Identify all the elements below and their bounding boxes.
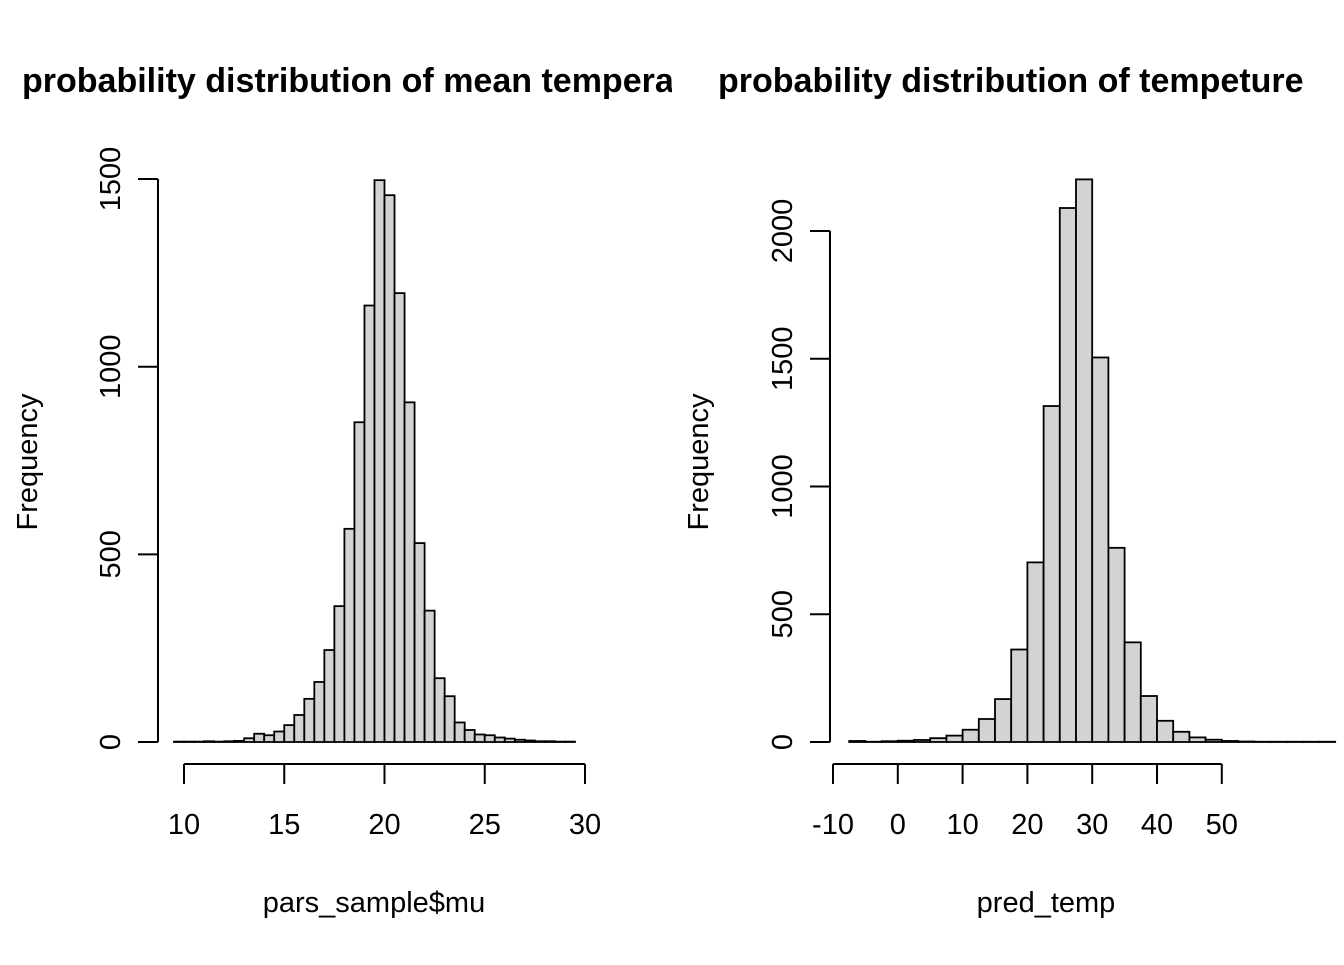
histogram-panel-temperature: probability distribution of tempeture pr… [683, 62, 1335, 919]
histogram-bar [405, 402, 415, 742]
y-tick-label: 2000 [767, 199, 799, 264]
histogram-bar [364, 306, 374, 742]
histogram-bar [324, 650, 334, 742]
histogram-bar [435, 678, 445, 742]
histogram-bar [1108, 548, 1124, 742]
y-tick-label: 1000 [767, 454, 799, 519]
histogram-bar [465, 730, 475, 742]
histogram-bar [525, 740, 535, 742]
x-tick-label: 10 [168, 809, 200, 841]
histogram-bar [849, 741, 865, 742]
histogram-bar [234, 741, 244, 742]
histogram-bar [1173, 732, 1189, 742]
x-axis: 10 15 20 25 30 [168, 764, 601, 841]
x-tick-label: 15 [268, 809, 300, 841]
histogram-bar [1125, 642, 1141, 742]
histogram-bar [385, 195, 395, 742]
histogram-bar [204, 741, 214, 742]
histogram-bar [1044, 406, 1060, 742]
x-tick-label: 0 [890, 809, 906, 841]
histogram-bar [505, 739, 515, 742]
x-tick-label: 30 [1076, 809, 1108, 841]
histogram-bar [224, 741, 234, 742]
bars [174, 180, 575, 742]
x-tick-label: 30 [569, 809, 601, 841]
chart-title: probability distribution of mean tempera… [22, 62, 738, 100]
x-axis: -10 0 10 20 30 40 50 [812, 764, 1238, 841]
histogram-bar [304, 699, 314, 742]
histogram-bar [1238, 741, 1254, 742]
histogram-bar [344, 529, 354, 742]
y-axis-label: Frequency [683, 393, 715, 531]
y-axis-label: Frequency [12, 393, 44, 531]
histogram-bar [930, 738, 946, 742]
y-tick-label: 0 [95, 734, 127, 750]
histogram-bar [1076, 179, 1092, 742]
histogram-bar [284, 725, 294, 742]
x-tick-label: 20 [1011, 809, 1043, 841]
histogram-bar [294, 715, 304, 742]
x-tick-label: 25 [469, 809, 501, 841]
histogram-bar [274, 731, 284, 742]
histogram-bar [415, 543, 425, 742]
histogram-bar [445, 696, 455, 742]
x-axis-label: pars_sample$mu [263, 887, 485, 919]
histogram-bar [1141, 696, 1157, 742]
histogram-bar [979, 719, 995, 742]
histogram-bar [535, 741, 545, 742]
x-tick-label: 10 [946, 809, 978, 841]
y-tick-label: 500 [95, 530, 127, 578]
histogram-bar [244, 738, 254, 742]
x-tick-label: -10 [812, 809, 854, 841]
y-tick-label: 500 [767, 590, 799, 638]
x-tick-label: 20 [368, 809, 400, 841]
histogram-bar [1092, 357, 1108, 742]
histogram-bar [455, 722, 465, 742]
histogram-bar [374, 180, 384, 742]
histogram-bar [334, 606, 344, 742]
x-tick-label: 50 [1206, 809, 1238, 841]
histogram-bar [354, 422, 364, 742]
histogram-bar [485, 735, 495, 742]
histogram-bar [898, 741, 914, 742]
histogram-bar [314, 682, 324, 742]
histogram-bar [495, 737, 505, 742]
histogram-bar [995, 699, 1011, 742]
histogram-bar [1206, 740, 1222, 742]
histogram-bar [475, 734, 485, 742]
x-tick-label: 40 [1141, 809, 1173, 841]
histogram-bar [1011, 650, 1027, 742]
y-tick-label: 1000 [95, 334, 127, 399]
histogram-bar [254, 734, 264, 742]
histogram-bar [545, 741, 555, 742]
y-tick-label: 0 [767, 734, 799, 750]
histogram-bar [515, 740, 525, 742]
histogram-bar [963, 730, 979, 742]
chart-title: probability distribution of tempeture [718, 62, 1304, 100]
y-tick-label: 1500 [95, 147, 127, 212]
bars [849, 179, 1335, 742]
y-axis: 0 500 1000 1500 2000 [767, 199, 830, 750]
histogram-bar [1060, 208, 1076, 742]
histogram-bar [882, 741, 898, 742]
histogram-bar [1027, 562, 1043, 742]
histogram-bar [946, 736, 962, 742]
y-tick-label: 1500 [767, 326, 799, 391]
histogram-bar [1222, 741, 1238, 742]
histogram-bar [425, 611, 435, 742]
histogram-bar [1157, 721, 1173, 742]
histogram-bar [914, 740, 930, 742]
histogram-bar [264, 735, 274, 742]
histogram-bar [395, 293, 405, 742]
x-axis-label: pred_temp [977, 887, 1116, 919]
histogram-panel-mean: probability distribution of mean tempera… [12, 62, 738, 919]
y-axis: 0 500 1000 1500 [95, 147, 158, 750]
histogram-bar [1189, 737, 1205, 742]
